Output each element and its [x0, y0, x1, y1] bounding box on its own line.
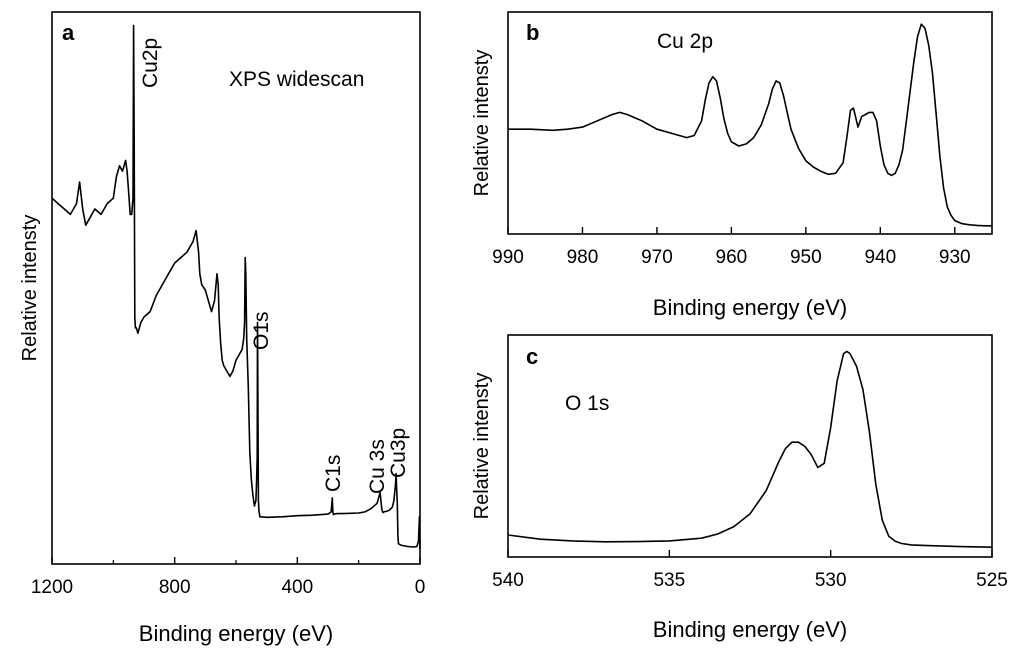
panel-a-x-tick-label: 1200	[31, 577, 73, 598]
panel-a-spectrum-line	[51, 24, 421, 550]
panel-c-title: O 1s	[565, 392, 609, 415]
annotation-o1s: O1s	[250, 311, 273, 350]
panel-b-title: Cu 2p	[657, 30, 713, 53]
panel-a-annotations: Cu2p O1s C1s Cu 3s Cu3p	[139, 38, 410, 494]
panel-a-frame	[51, 11, 421, 565]
panel-b-x-ticks: 990 980 970 960 950 940 930	[492, 227, 971, 268]
panel-c-label: c	[526, 344, 538, 369]
panel-a-title: XPS widescan	[229, 68, 364, 91]
panel-a-x-axis-label: Binding energy (eV)	[139, 621, 333, 646]
panel-c-x-tick-label: 540	[492, 570, 524, 591]
panel-b-x-tick-label: 960	[716, 247, 748, 268]
panel-a-x-tick-label: 400	[281, 577, 313, 598]
panel-c-x-ticks: 540 535 530 525	[492, 550, 1008, 591]
annotation-c1s: C1s	[322, 455, 345, 492]
panel-b-x-axis-label: Binding energy (eV)	[653, 295, 847, 320]
panel-b-x-tick-label: 950	[790, 247, 822, 268]
panel-a-label: a	[62, 20, 75, 45]
panel-b-label: b	[526, 20, 539, 45]
panel-c-x-tick-label: 530	[815, 570, 847, 591]
panel-c-y-axis-label: Relative intensty	[471, 373, 493, 520]
panel-b-y-axis-label: Relative intensty	[471, 50, 493, 197]
panel-a: a XPS widescan Relative intensty Binding…	[19, 11, 425, 646]
panel-b-x-tick-label: 980	[567, 247, 599, 268]
annotation-cu3p: Cu3p	[387, 428, 410, 478]
panel-a-x-ticks: 1200 800 400 0	[31, 557, 425, 598]
panel-c: c O 1s Relative intensty Binding energy …	[471, 334, 1008, 642]
panel-c-spectrum-line	[507, 350, 993, 548]
panel-b-frame	[507, 11, 993, 235]
panel-b-x-tick-label: 940	[864, 247, 896, 268]
panel-a-x-tick-label: 800	[159, 577, 191, 598]
annotation-cu2p: Cu2p	[139, 38, 162, 88]
panel-c-x-axis-label: Binding energy (eV)	[653, 617, 847, 642]
panel-b-x-tick-label: 930	[939, 247, 971, 268]
panel-b-spectrum-line	[508, 23, 992, 227]
panel-b-x-tick-label: 970	[641, 247, 673, 268]
panel-c-x-tick-label: 525	[976, 570, 1008, 591]
annotation-cu3s: Cu 3s	[366, 439, 389, 494]
panel-a-x-tick-label: 0	[415, 577, 426, 598]
panel-a-y-axis-label: Relative intensty	[19, 215, 41, 362]
panel-b-x-tick-label: 990	[492, 247, 524, 268]
panel-c-x-tick-label: 535	[653, 570, 685, 591]
panel-c-frame	[507, 334, 993, 558]
panel-b: b Cu 2p Relative intensty Binding energy…	[471, 11, 993, 320]
